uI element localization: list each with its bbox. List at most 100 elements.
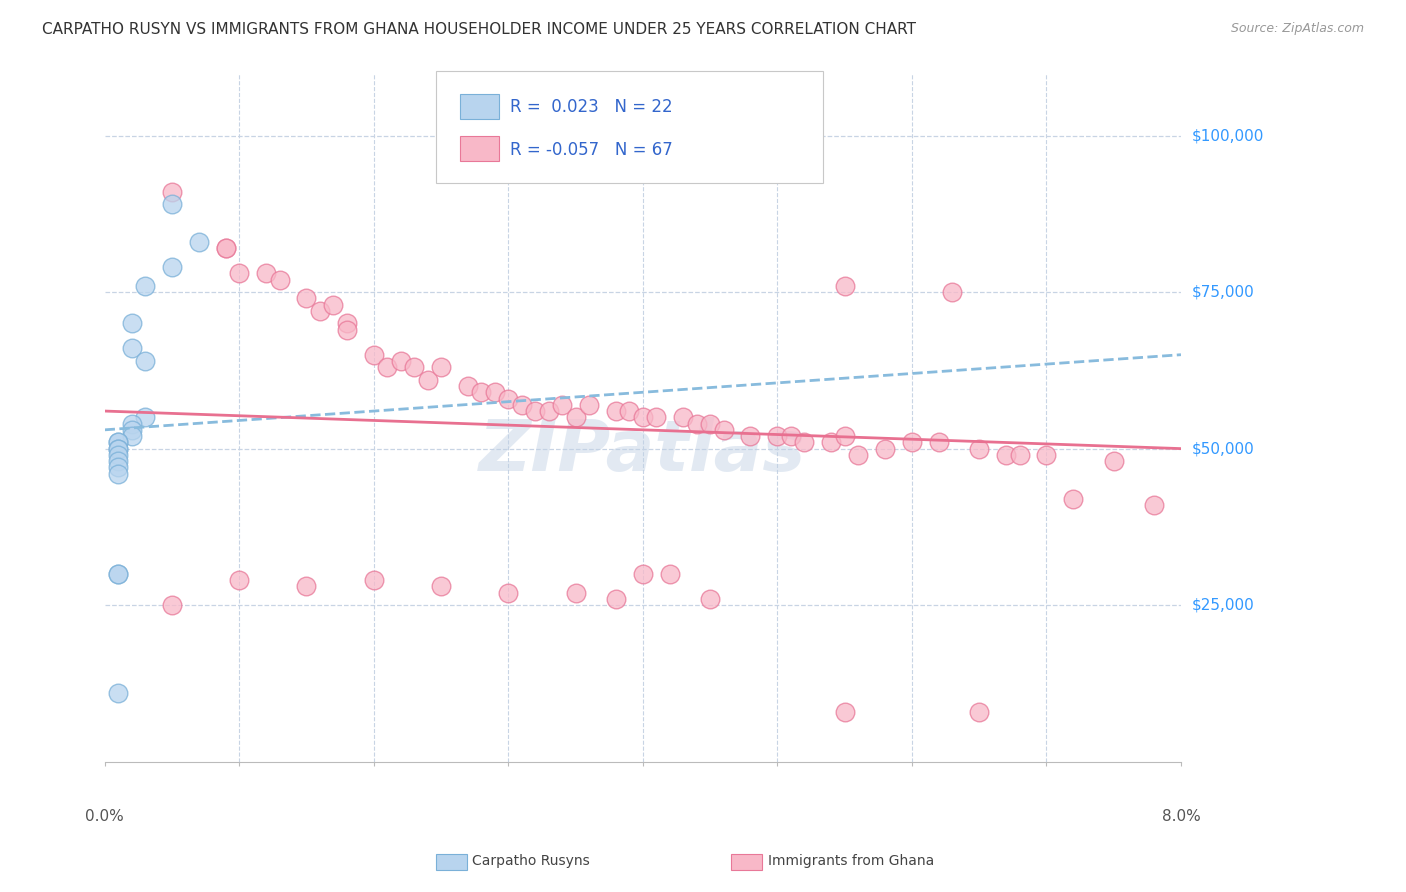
Point: [941, 285, 963, 299]
Text: $50,000: $50,000: [1192, 442, 1254, 456]
Point: [295, 291, 318, 305]
Point: [846, 448, 869, 462]
Point: [160, 185, 183, 199]
Point: [107, 442, 129, 456]
Point: [834, 278, 856, 293]
Point: [995, 448, 1018, 462]
Point: [658, 566, 681, 581]
Point: [107, 467, 129, 481]
Point: [578, 398, 600, 412]
Point: [498, 585, 520, 599]
Point: [779, 429, 801, 443]
Text: Immigrants from Ghana: Immigrants from Ghana: [768, 854, 934, 868]
Point: [430, 360, 453, 375]
Point: [322, 298, 344, 312]
Text: R = -0.057   N = 67: R = -0.057 N = 67: [510, 141, 673, 159]
Point: [336, 317, 359, 331]
Point: [107, 435, 129, 450]
Point: [228, 573, 250, 587]
Point: [901, 435, 924, 450]
Point: [1102, 454, 1125, 468]
Point: [107, 442, 129, 456]
Point: [928, 435, 950, 450]
Point: [121, 317, 143, 331]
Text: 0.0%: 0.0%: [86, 809, 124, 823]
Text: $100,000: $100,000: [1192, 128, 1264, 143]
Point: [645, 410, 668, 425]
Point: [107, 566, 129, 581]
Point: [160, 598, 183, 612]
Point: [121, 423, 143, 437]
Text: $75,000: $75,000: [1192, 285, 1254, 300]
Point: [309, 304, 332, 318]
Point: [363, 573, 385, 587]
Point: [967, 705, 990, 719]
Point: [295, 579, 318, 593]
Point: [107, 566, 129, 581]
Point: [457, 379, 479, 393]
Point: [121, 342, 143, 356]
Point: [389, 354, 412, 368]
Point: [699, 591, 721, 606]
Point: [107, 448, 129, 462]
Point: [498, 392, 520, 406]
Point: [107, 686, 129, 700]
Text: R =  0.023   N = 22: R = 0.023 N = 22: [510, 98, 673, 116]
Text: $25,000: $25,000: [1192, 598, 1254, 613]
Point: [363, 348, 385, 362]
Point: [1143, 498, 1166, 512]
Point: [699, 417, 721, 431]
Point: [672, 410, 695, 425]
Point: [254, 266, 277, 280]
Point: [215, 241, 238, 255]
Point: [1035, 448, 1057, 462]
Point: [605, 591, 627, 606]
Point: [107, 454, 129, 468]
Point: [134, 410, 156, 425]
Point: [740, 429, 762, 443]
Point: [713, 423, 735, 437]
Text: Source: ZipAtlas.com: Source: ZipAtlas.com: [1230, 22, 1364, 36]
Point: [873, 442, 896, 456]
Point: [404, 360, 426, 375]
Point: [430, 579, 453, 593]
Point: [121, 417, 143, 431]
Point: [121, 429, 143, 443]
Text: CARPATHO RUSYN VS IMMIGRANTS FROM GHANA HOUSEHOLDER INCOME UNDER 25 YEARS CORREL: CARPATHO RUSYN VS IMMIGRANTS FROM GHANA …: [42, 22, 917, 37]
Point: [134, 354, 156, 368]
Point: [336, 323, 359, 337]
Point: [416, 373, 439, 387]
Point: [470, 385, 492, 400]
Point: [160, 260, 183, 274]
Point: [375, 360, 398, 375]
Point: [564, 585, 586, 599]
Point: [605, 404, 627, 418]
Text: Carpatho Rusyns: Carpatho Rusyns: [472, 854, 591, 868]
Point: [187, 235, 209, 249]
Point: [766, 429, 789, 443]
Point: [484, 385, 506, 400]
Point: [107, 435, 129, 450]
Point: [524, 404, 547, 418]
Point: [631, 566, 654, 581]
Point: [685, 417, 707, 431]
Point: [228, 266, 250, 280]
Point: [269, 272, 291, 286]
Point: [551, 398, 574, 412]
Point: [631, 410, 654, 425]
Point: [1062, 491, 1084, 506]
Point: [619, 404, 641, 418]
Point: [537, 404, 560, 418]
Point: [834, 429, 856, 443]
Point: [820, 435, 842, 450]
Point: [967, 442, 990, 456]
Point: [107, 460, 129, 475]
Point: [834, 705, 856, 719]
Point: [160, 197, 183, 211]
Text: ZIPatlas: ZIPatlas: [479, 417, 807, 486]
Point: [510, 398, 533, 412]
Point: [134, 278, 156, 293]
Point: [215, 241, 238, 255]
Point: [793, 435, 815, 450]
Point: [1008, 448, 1031, 462]
